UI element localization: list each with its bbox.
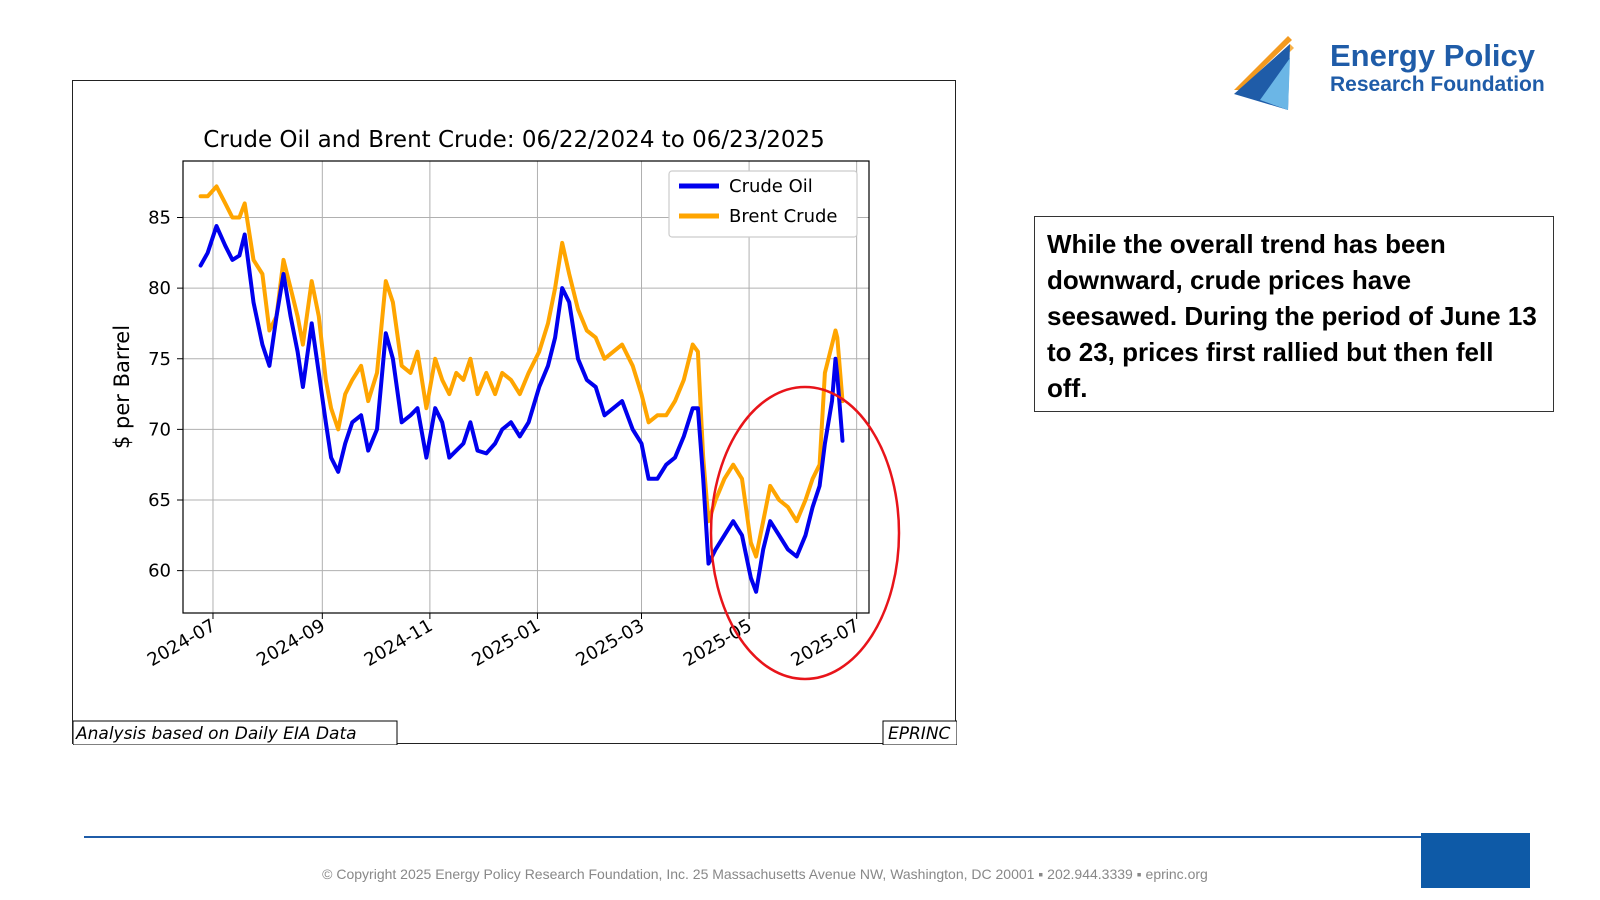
y-tick-label: 70 bbox=[148, 419, 171, 440]
y-tick-label: 65 bbox=[148, 490, 171, 511]
crude-price-chart: Crude Oil and Brent Crude: 06/22/2024 to… bbox=[73, 127, 957, 745]
series-line-brent-crude bbox=[198, 184, 845, 559]
logo-line1: Energy Policy bbox=[1330, 38, 1536, 73]
footer-copyright: © Copyright 2025 Energy Policy Research … bbox=[322, 866, 1208, 882]
plot-area bbox=[182, 160, 870, 614]
chart-title: Crude Oil and Brent Crude: 06/22/2024 to… bbox=[203, 127, 824, 153]
y-tick-label: 85 bbox=[148, 208, 171, 229]
x-tick-label: 2025-01 bbox=[468, 615, 544, 671]
y-tick-label: 80 bbox=[148, 278, 171, 299]
credit-label-box: EPRINC bbox=[882, 720, 957, 745]
chart-frame: Crude Oil and Brent Crude: 06/22/2024 to… bbox=[72, 80, 957, 745]
y-tick-label: 60 bbox=[148, 561, 171, 582]
series-layer bbox=[198, 184, 845, 594]
legend-label-brent-crude: Brent Crude bbox=[729, 206, 838, 227]
highlight-ellipse bbox=[709, 385, 901, 681]
series-line-crude-oil bbox=[198, 224, 845, 594]
x-tick-label: 2024-07 bbox=[144, 615, 220, 671]
x-tick-label: 2025-07 bbox=[788, 615, 864, 671]
source-label: Analysis based on Daily EIA Data bbox=[75, 724, 357, 744]
footer-divider bbox=[84, 836, 1424, 838]
source-label-box: Analysis based on Daily EIA Data bbox=[73, 720, 398, 745]
logo-wordmark: Energy Policy Research Foundation bbox=[1330, 40, 1545, 95]
y-axis-label: $ per Barrel bbox=[110, 325, 134, 449]
x-tick-label: 2025-03 bbox=[572, 615, 648, 671]
logo-line2: Research Foundation bbox=[1330, 73, 1545, 96]
y-tick-label: 75 bbox=[148, 349, 171, 370]
legend: Crude Oil Brent Crude bbox=[668, 170, 858, 238]
x-tick-label: 2024-09 bbox=[253, 615, 329, 671]
x-tick-label: 2024-11 bbox=[361, 615, 437, 671]
note-box: While the overall trend has been downwar… bbox=[1034, 216, 1554, 412]
credit-label: EPRINC bbox=[888, 724, 951, 744]
footer-accent-block bbox=[1421, 833, 1530, 888]
logo-mark-icon bbox=[1234, 36, 1294, 110]
logo: Energy Policy Research Foundation bbox=[1230, 22, 1590, 118]
legend-label-crude-oil: Crude Oil bbox=[729, 176, 813, 197]
